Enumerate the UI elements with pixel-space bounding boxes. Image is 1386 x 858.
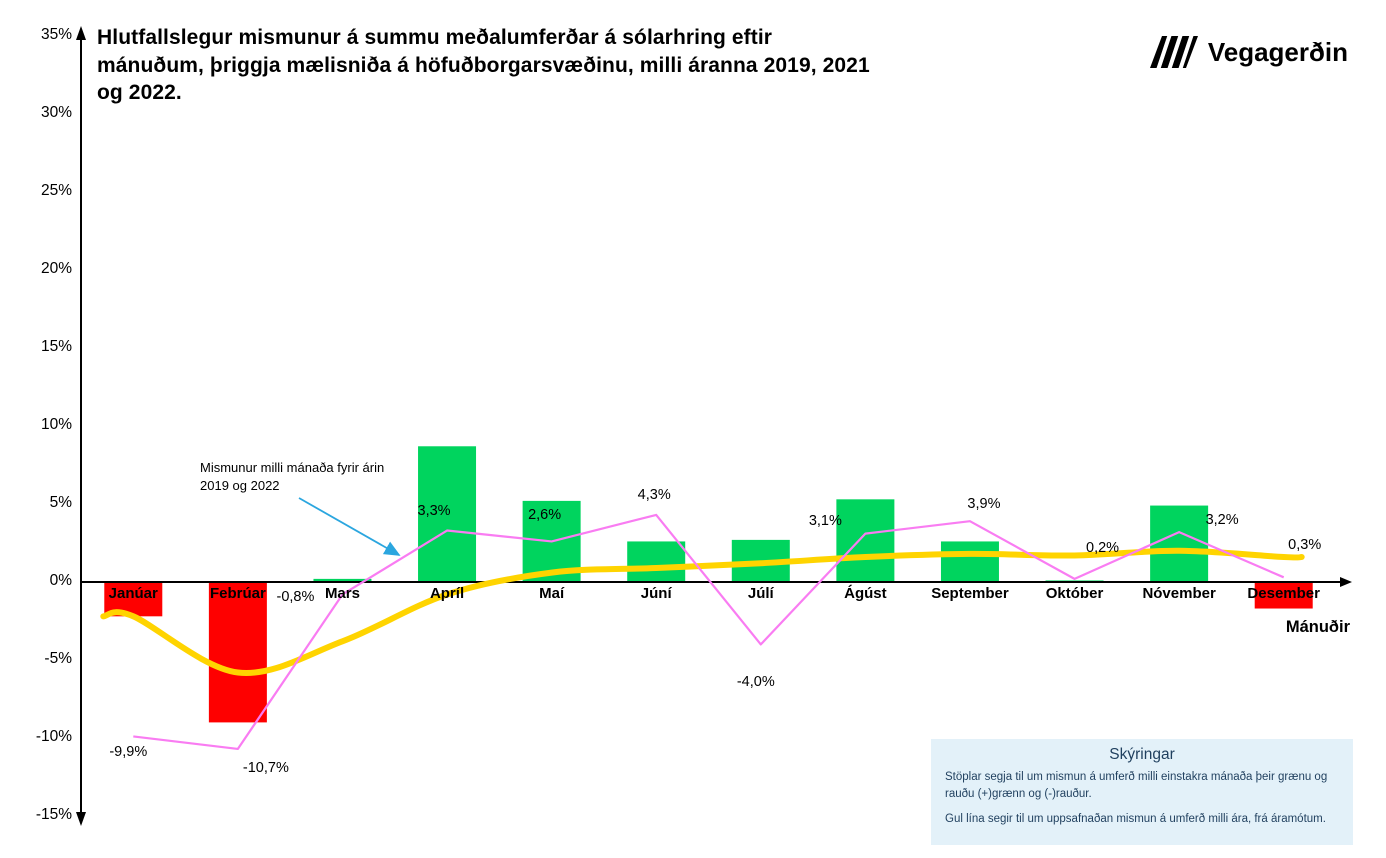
bar-nóvember: [1150, 505, 1209, 582]
monthly-diff-line: [133, 513, 1285, 751]
bar-mars: [313, 578, 372, 582]
vegagerdin-logo: Vegagerðin: [1149, 34, 1348, 70]
y-axis-top-arrow-icon: [76, 26, 86, 40]
bar-september: [940, 541, 999, 582]
bar-ágúst: [836, 499, 895, 582]
legend-line-bars: Stöplar segja til um mismun á umferð mil…: [945, 771, 1328, 800]
bar-febrúar: [208, 582, 267, 723]
x-axis-arrow-icon: [1340, 577, 1352, 587]
legend-title: Skýringar: [1109, 746, 1175, 763]
x-axis-title: Mánuðir: [1285, 618, 1350, 636]
legend-box: Skýringar Stöplar segja til um mismun á …: [931, 739, 1353, 845]
bar-apríl: [418, 446, 477, 582]
vegagerdin-logo-text: Vegagerðin: [1207, 36, 1348, 67]
chart-title: Hlutfallslegur mismunur á summu meðalumf…: [97, 26, 870, 105]
annotation-arrow-icon: [298, 497, 401, 556]
y-axis-bottom-arrow-icon: [76, 812, 86, 826]
cumulative-diff-line: [100, 547, 1305, 676]
annotation-monthly-diff: Mismunur milli mánaða fyrir árin 2019 og…: [200, 460, 385, 493]
bar-júní: [627, 541, 686, 582]
vegagerdin-logo-icon: [1149, 34, 1198, 70]
bar-desember: [1254, 582, 1313, 609]
legend-line-yellow: Gul lína segir til um uppsafnaðan mismun…: [945, 813, 1326, 826]
